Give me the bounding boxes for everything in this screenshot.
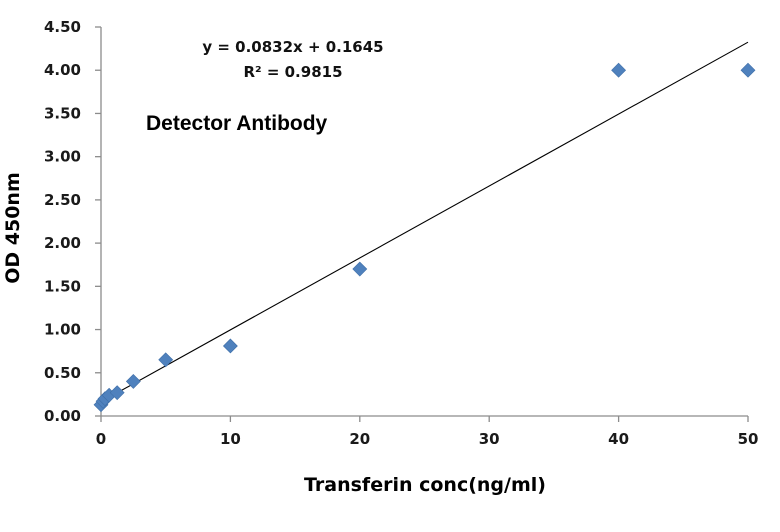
data-point-marker <box>222 338 238 354</box>
y-tick-label: 4.00 <box>44 61 81 79</box>
x-axis: 0 10 20 30 40 50 <box>96 415 759 448</box>
trendline <box>100 41 749 403</box>
y-tick-label: 0.00 <box>44 407 81 425</box>
chart-annotation: Detector Antibody <box>146 112 328 135</box>
y-tick-label: 0.50 <box>44 364 81 382</box>
y-tick-label: 1.00 <box>44 321 81 339</box>
x-tick-label: 40 <box>608 430 629 448</box>
data-point-marker <box>158 352 174 368</box>
y-tick-label: 3.00 <box>44 148 81 166</box>
data-points <box>93 62 756 413</box>
r-squared-label: R² = 0.9815 <box>243 63 342 81</box>
data-point-marker <box>125 373 141 389</box>
y-tick-label: 1.50 <box>44 277 81 295</box>
x-tick-label: 20 <box>349 430 370 448</box>
x-tick-label: 10 <box>220 430 241 448</box>
x-axis-title: Transferin conc(ng/ml) <box>304 474 546 496</box>
x-tick-label: 0 <box>96 430 106 448</box>
x-tick-label: 50 <box>738 430 759 448</box>
trendline-equation: y = 0.0832x + 0.1645 <box>202 38 383 56</box>
y-tick-label: 3.50 <box>44 104 81 122</box>
data-point-marker <box>740 62 756 78</box>
y-tick-label: 2.00 <box>44 234 81 252</box>
x-tick-label: 30 <box>479 430 500 448</box>
data-point-marker <box>352 261 368 277</box>
y-tick-label: 4.50 <box>44 18 81 36</box>
y-axis-title: OD 450nm <box>2 172 24 284</box>
data-point-marker <box>611 62 627 78</box>
data-point-marker <box>109 385 125 401</box>
y-axis: 0.00 0.50 1.00 1.50 2.00 2.50 3.00 3.50 4.00 4.50 <box>44 18 102 425</box>
y-tick-label: 2.50 <box>44 191 81 209</box>
